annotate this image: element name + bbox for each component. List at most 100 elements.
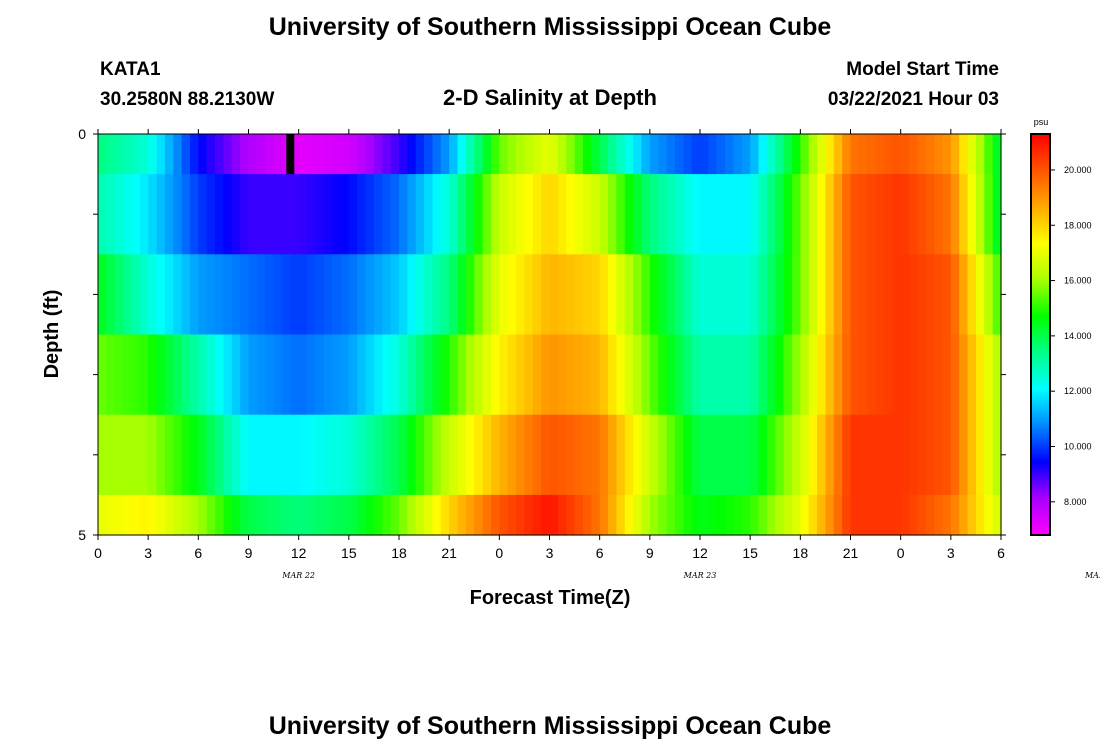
heatmap-cell <box>599 494 609 536</box>
heatmap-cell <box>608 134 617 175</box>
heatmap-cell <box>507 254 517 336</box>
heatmap-cell <box>206 134 216 175</box>
heatmap-cell <box>608 174 617 255</box>
heatmap-cell <box>223 334 233 416</box>
heatmap-cell <box>516 174 526 255</box>
heatmap-cell <box>106 334 116 416</box>
heatmap-cell <box>532 254 542 336</box>
heatmap-cell <box>557 254 567 336</box>
heatmap-cell <box>858 134 868 175</box>
heatmap-cell <box>641 494 651 536</box>
heatmap-cell <box>942 494 952 536</box>
heatmap-cell <box>240 414 250 496</box>
heatmap-cell <box>156 134 166 175</box>
heatmap-cell <box>725 494 735 536</box>
heatmap-cell <box>716 334 726 416</box>
heatmap-cell <box>750 134 760 175</box>
heatmap-cell <box>582 134 592 175</box>
heatmap-cell <box>357 414 367 496</box>
heatmap-cell <box>716 254 726 336</box>
heatmap-cell <box>867 494 877 536</box>
colorbar-tick-label: 10.000 <box>1064 442 1092 452</box>
heatmap-cell <box>231 494 241 536</box>
heatmap-cell <box>290 254 300 336</box>
heatmap-cell <box>407 414 417 496</box>
heatmap-cell <box>633 254 643 336</box>
heatmap-cell <box>733 414 743 496</box>
heatmap-cell <box>624 414 634 496</box>
heatmap-cell <box>223 254 233 336</box>
heatmap-cell <box>867 414 877 496</box>
heatmap-cell <box>950 334 960 416</box>
heatmap-cell <box>474 414 484 496</box>
heatmap-cell <box>290 174 300 255</box>
heatmap-cell <box>307 134 316 175</box>
heatmap-cell <box>215 134 225 175</box>
heatmap-cell <box>148 254 158 336</box>
heatmap-cell <box>114 254 124 336</box>
heatmap-cell <box>231 334 241 416</box>
heatmap-cell <box>315 174 325 255</box>
heatmap-cell <box>382 134 392 175</box>
heatmap-cell <box>925 334 935 416</box>
heatmap-cell <box>240 174 250 255</box>
heatmap-cell <box>708 494 718 536</box>
heatmap-cell <box>649 174 659 255</box>
heatmap-cell <box>850 254 860 336</box>
heatmap-cell <box>725 334 735 416</box>
colorbar-tick-label: 16.000 <box>1064 276 1092 286</box>
heatmap-cell <box>733 134 743 175</box>
heatmap-cell <box>131 334 141 416</box>
heatmap-cell <box>825 134 835 175</box>
heatmap-cell <box>624 174 634 255</box>
heatmap-cell <box>800 414 810 496</box>
heatmap-cell <box>98 134 107 175</box>
heatmap-cell <box>641 174 651 255</box>
heatmap-cell <box>624 334 634 416</box>
page-title: University of Southern Mississippi Ocean… <box>269 13 832 41</box>
heatmap-cell <box>164 134 174 175</box>
heatmap-cell <box>365 414 375 496</box>
heatmap-cell <box>666 334 676 416</box>
heatmap-cell <box>240 334 250 416</box>
heatmap-cell <box>440 414 450 496</box>
heatmap-cell <box>909 174 918 255</box>
heatmap-cell <box>181 334 191 416</box>
heatmap-cell <box>98 174 107 255</box>
heatmap-cell <box>616 414 626 496</box>
heatmap-cell <box>139 254 149 336</box>
heatmap-cell <box>750 494 760 536</box>
heatmap-cell <box>281 174 291 255</box>
x-tick-label: 18 <box>391 545 407 561</box>
heatmap-cell <box>833 134 843 175</box>
heatmap-cell <box>959 174 969 255</box>
heatmap-cell <box>791 134 801 175</box>
heatmap-cell <box>758 414 768 496</box>
heatmap-cell <box>900 494 910 536</box>
heatmap-cell <box>181 414 191 496</box>
heatmap-cell <box>608 414 617 496</box>
x-tick-label: 6 <box>997 545 1005 561</box>
heatmap-cell <box>633 494 643 536</box>
heatmap-cell <box>399 334 408 416</box>
heatmap-cell <box>900 334 910 416</box>
x-tick-label: 15 <box>742 545 758 561</box>
heatmap-cell <box>909 494 918 536</box>
heatmap-cell <box>733 254 743 336</box>
heatmap-cell <box>256 414 266 496</box>
heatmap-cell <box>574 414 584 496</box>
heatmap-cell <box>440 494 450 536</box>
heatmap-cell <box>591 494 601 536</box>
x-tick-label: 6 <box>596 545 604 561</box>
heatmap-cell <box>432 494 442 536</box>
heatmap-cell <box>800 254 810 336</box>
heatmap-cell <box>281 254 291 336</box>
heatmap-cell <box>942 254 952 336</box>
heatmap-cell <box>842 334 852 416</box>
heatmap-cell <box>766 334 776 416</box>
heatmap-cell <box>950 414 960 496</box>
heatmap-cell <box>173 334 183 416</box>
heatmap-cell <box>783 334 793 416</box>
heatmap-cell <box>758 174 768 255</box>
heatmap-cell <box>432 174 442 255</box>
